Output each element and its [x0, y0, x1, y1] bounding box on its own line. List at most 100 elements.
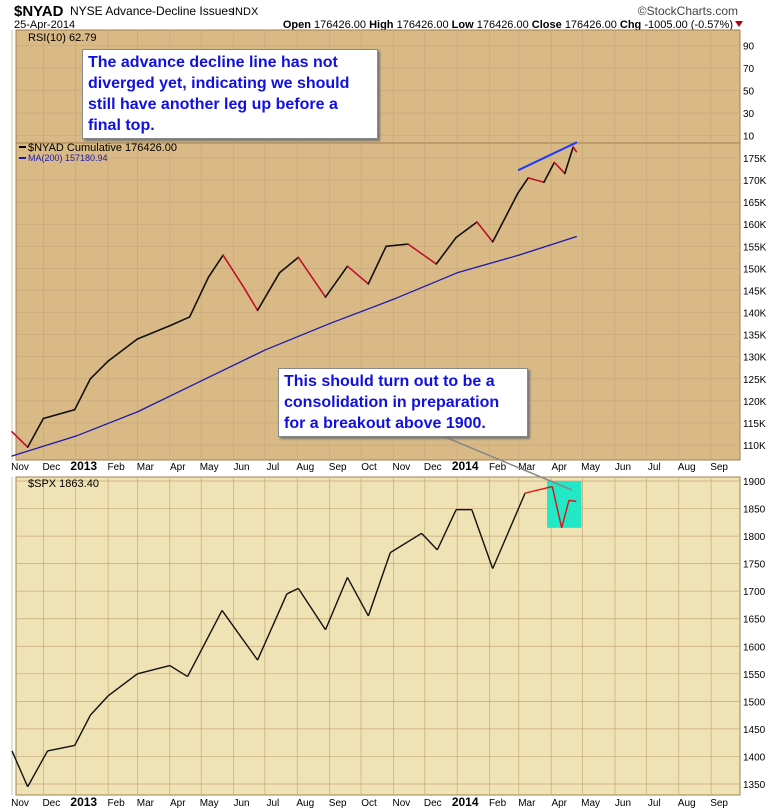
y-tick-label: 140K	[743, 309, 767, 320]
x-tick-label: Apr	[170, 462, 186, 473]
spx-line-segment	[324, 577, 349, 631]
x-tick-label: Jul	[266, 462, 279, 473]
y-tick-label: 1650	[743, 615, 766, 626]
x-tick-label: Mar	[137, 798, 155, 809]
spx-line-segment	[568, 499, 577, 503]
x-tick-label: Jun	[233, 462, 249, 473]
spx-line-segment	[186, 610, 223, 677]
nyad-line-segment	[73, 377, 92, 411]
x-tick-label: May	[581, 462, 600, 473]
y-tick-label: 70	[743, 64, 755, 75]
nyad-line-segment	[455, 221, 478, 239]
nyad-line-segment	[527, 177, 545, 184]
ma200-line-segment	[264, 322, 331, 351]
nyad-line-segment	[256, 271, 281, 312]
nyad-line-segment	[242, 285, 259, 312]
spx-line-segment	[560, 500, 570, 529]
x-tick-label: 2014	[452, 459, 479, 473]
y-tick-label: 1550	[743, 670, 766, 681]
x-tick-label: Aug	[296, 798, 314, 809]
x-tick-label: 2013	[70, 459, 97, 473]
y-tick-label: 1900	[743, 477, 766, 488]
ma-legend: MA(200) 157180.94	[28, 153, 108, 163]
y-tick-label: 1350	[743, 780, 766, 791]
spx-line-segment	[137, 664, 170, 675]
x-tick-label: Jun	[615, 462, 631, 473]
spx-line-segment	[492, 492, 526, 569]
nyad-legend-swatch	[19, 146, 26, 148]
nyad-line-segment	[324, 265, 349, 298]
y-tick-label: 1850	[743, 505, 766, 516]
x-tick-label: Aug	[296, 462, 314, 473]
x-tick-label: May	[200, 798, 219, 809]
spx-line-segment	[421, 532, 438, 551]
nyad-line-segment	[476, 221, 494, 243]
y-tick-label: 170K	[743, 176, 767, 187]
spx-line-segment	[389, 532, 423, 554]
spx-line-segment	[107, 673, 138, 697]
y-tick-label: 1800	[743, 532, 766, 543]
nyad-line-segment	[385, 243, 409, 248]
x-tick-label: Nov	[11, 462, 29, 473]
nyad-line-segment	[407, 243, 438, 265]
y-tick-label: 10	[743, 132, 755, 143]
x-tick-label: Oct	[361, 798, 377, 809]
x-tick-label: Dec	[424, 798, 442, 809]
x-tick-label: Apr	[551, 462, 567, 473]
x-tick-label: Dec	[424, 462, 442, 473]
x-tick-label: Jun	[615, 798, 631, 809]
trendline	[517, 141, 578, 171]
nyad-line-segment	[11, 430, 29, 449]
x-tick-label: May	[200, 462, 219, 473]
spx-line-segment	[256, 593, 288, 661]
nyad-line-segment	[572, 146, 578, 153]
nyad-line-segment	[188, 276, 210, 318]
y-tick-label: 175K	[743, 154, 767, 165]
y-tick-label: 90	[743, 41, 755, 52]
x-tick-label: Dec	[42, 798, 60, 809]
spx-line-segment	[471, 509, 494, 569]
ma-legend-swatch	[19, 157, 26, 159]
spx-panel	[15, 476, 741, 796]
x-tick-label: Nov	[393, 462, 411, 473]
nyad-line-segment	[42, 408, 76, 420]
x-tick-label: Feb	[108, 798, 126, 809]
y-tick-label: 1750	[743, 560, 766, 571]
nyad-line-segment	[107, 338, 139, 362]
y-tick-label: 130K	[743, 353, 767, 364]
x-tick-label: May	[581, 798, 600, 809]
x-tick-label: Nov	[393, 798, 411, 809]
nyad-line-segment	[89, 360, 109, 380]
y-tick-label: 165K	[743, 198, 767, 209]
y-tick-label: 125K	[743, 375, 767, 386]
y-tick-label: 160K	[743, 220, 767, 231]
x-tick-label: Jun	[233, 798, 249, 809]
nyad-line-segment	[136, 324, 171, 340]
spx-line-segment	[27, 750, 49, 788]
y-tick-label: 115K	[743, 419, 766, 430]
nyad-legend: $NYAD Cumulative 176426.00	[28, 142, 177, 154]
nyad-line-segment	[543, 161, 556, 184]
rsi-legend: RSI(10) 62.79	[28, 32, 96, 44]
ohlc-readout: Open 176426.00 High 176426.00 Low 176426…	[283, 19, 733, 31]
spx-line-segment	[47, 744, 75, 752]
x-tick-label: Sep	[710, 798, 728, 809]
exchange: INDX	[232, 6, 259, 18]
y-tick-label: 120K	[743, 397, 767, 408]
nyad-line-segment	[207, 254, 224, 279]
x-tick-label: Jul	[648, 798, 661, 809]
instrument-name: NYSE Advance-Decline Issues	[70, 4, 234, 18]
y-tick-label: 145K	[743, 286, 767, 297]
symbol: $NYAD	[14, 3, 64, 20]
ma200-line-segment	[518, 236, 577, 256]
y-tick-label: 1700	[743, 587, 766, 598]
y-tick-label: 1450	[743, 725, 766, 736]
nyad-line-segment	[222, 254, 244, 287]
nyad-line-segment	[278, 256, 300, 274]
ma200-line-segment	[11, 435, 77, 457]
annotation-top: The advance decline line has not diverge…	[82, 49, 378, 139]
x-tick-label: Mar	[137, 462, 155, 473]
x-tick-label: Oct	[361, 462, 377, 473]
spx-line-segment	[524, 485, 553, 494]
y-tick-label: 1500	[743, 697, 766, 708]
